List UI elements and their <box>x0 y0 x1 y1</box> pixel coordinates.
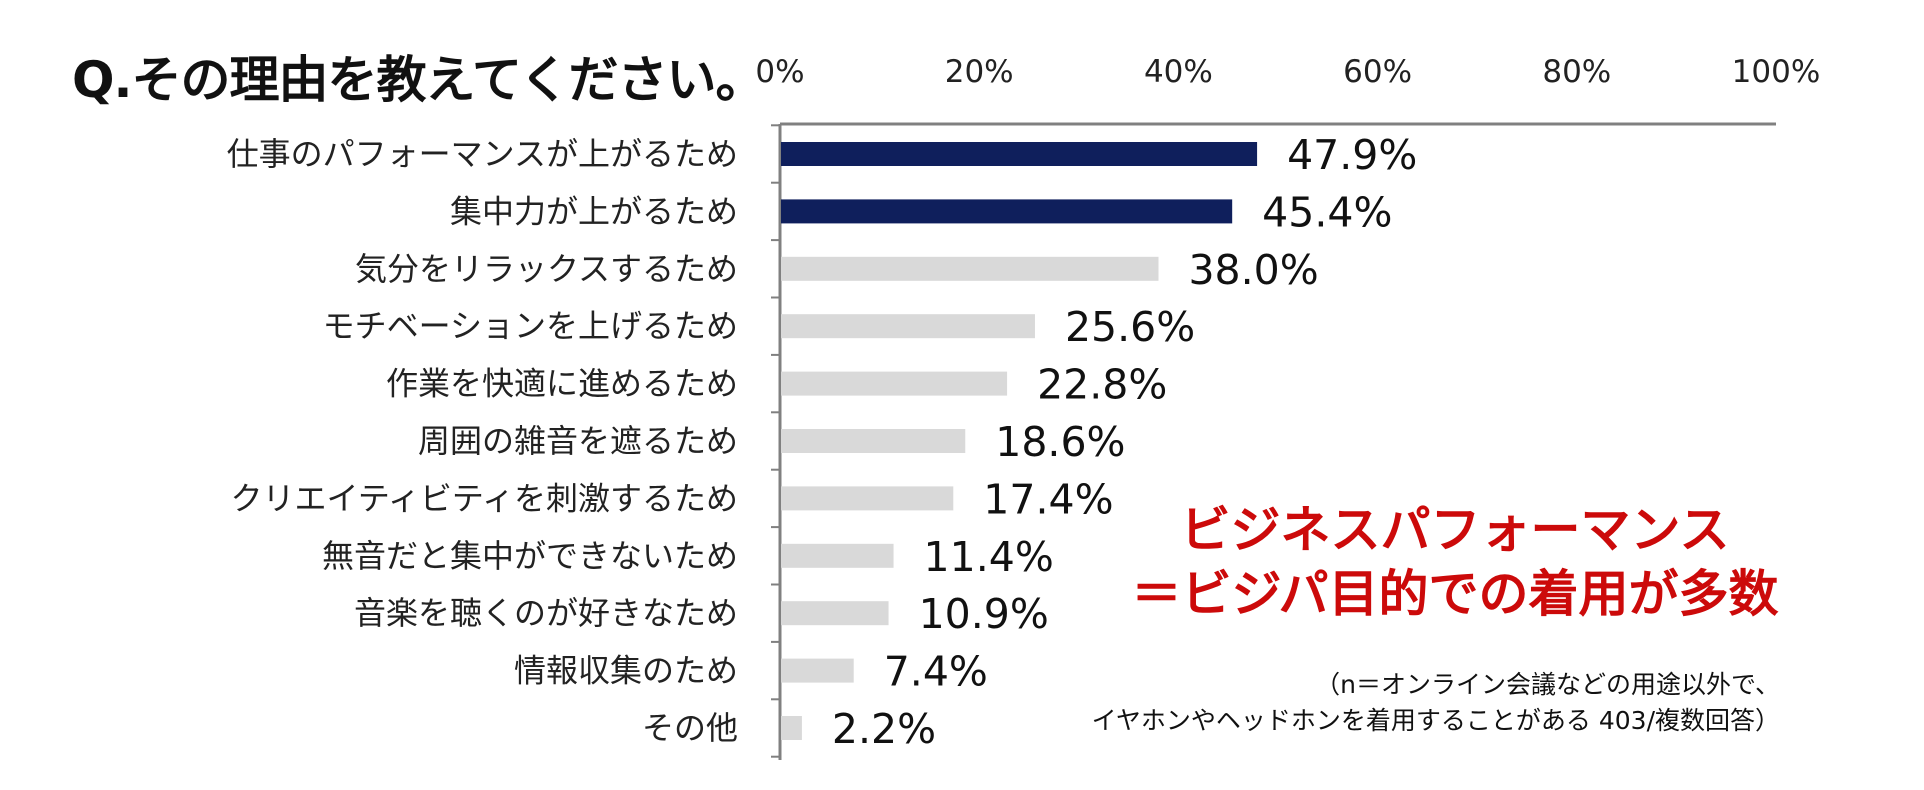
bar <box>781 314 1035 339</box>
category-label: 集中力が上がるため <box>450 192 738 230</box>
bar <box>781 142 1258 166</box>
x-tick-label: 0% <box>755 54 804 90</box>
category-label: 無音だと集中ができないため <box>322 537 738 575</box>
callout-text: ビジネスパフォーマンス ＝ビジパ目的での着用が多数 <box>1090 498 1820 626</box>
value-label: 11.4% <box>924 533 1054 581</box>
category-label: モチベーションを上げるため <box>323 307 738 345</box>
sample-note: （n＝オンライン会議などの用途以外で、 イヤホンやヘッドホンを着用することがある… <box>1000 667 1780 739</box>
sample-note-line-1: （n＝オンライン会議などの用途以外で、 <box>1315 670 1780 699</box>
category-label: クリエイティビティを刺激するため <box>230 479 738 517</box>
value-label: 45.4% <box>1262 188 1392 236</box>
value-label: 7.4% <box>884 648 988 696</box>
category-label: 作業を快適に進めるため <box>386 365 738 403</box>
x-tick-label: 80% <box>1542 54 1611 90</box>
value-label: 38.0% <box>1188 246 1318 294</box>
value-label: 18.6% <box>995 418 1125 466</box>
value-label: 10.9% <box>919 590 1049 638</box>
bar <box>781 199 1233 224</box>
bar <box>781 543 894 568</box>
bar <box>781 256 1159 281</box>
bar <box>781 371 1008 396</box>
category-label: 情報収集のため <box>514 652 738 690</box>
bar <box>781 716 802 740</box>
value-label: 22.8% <box>1037 361 1167 409</box>
callout-line-1: ビジネスパフォーマンス <box>1180 501 1730 559</box>
x-tick-label: 40% <box>1144 54 1213 90</box>
value-label: 2.2% <box>832 705 936 753</box>
callout-line-2: ＝ビジパ目的での着用が多数 <box>1131 565 1779 623</box>
value-label: 17.4% <box>983 475 1113 523</box>
value-label: 25.6% <box>1065 303 1195 351</box>
category-label: 周囲の雑音を遮るため <box>418 422 738 460</box>
question-title: Q.その理由を教えてください。 <box>72 51 765 109</box>
bar <box>781 429 966 453</box>
category-label: 音楽を聴くのが好きなため <box>354 594 738 632</box>
bar <box>781 486 954 511</box>
bar <box>781 601 889 626</box>
sample-note-line-2: イヤホンやヘッドホンを着用することがある 403/複数回答） <box>1091 706 1780 735</box>
category-label: その他 <box>642 709 738 747</box>
value-label: 47.9% <box>1287 131 1417 179</box>
x-tick-label: 100% <box>1732 54 1821 90</box>
x-tick-label: 20% <box>945 54 1014 90</box>
category-label: 気分をリラックスするため <box>355 250 738 288</box>
category-label: 仕事のパフォーマンスが上がるため <box>227 135 738 173</box>
x-tick-label: 60% <box>1343 54 1412 90</box>
bar <box>781 658 854 683</box>
